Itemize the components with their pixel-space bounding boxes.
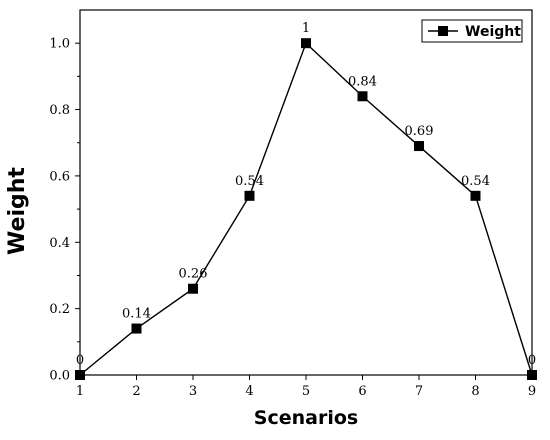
- data-value-label: 0.54: [235, 174, 264, 189]
- y-tick-label: 0.2: [49, 302, 70, 317]
- data-point-marker: [357, 91, 368, 102]
- data-point-marker: [75, 370, 85, 380]
- legend-label-weight: Weight: [465, 24, 521, 40]
- data-labels: 0 0.14 0.26 0.54 1 0.84 0.69 0.54 0: [76, 21, 536, 368]
- data-value-label: 0: [76, 353, 84, 368]
- legend: Weight: [421, 19, 523, 43]
- x-axis-title: Scenarios: [254, 407, 358, 429]
- data-value-label: 0: [528, 353, 536, 368]
- data-value-label: 1: [302, 21, 310, 36]
- series-line: [79, 41, 533, 376]
- data-point-marker: [470, 190, 481, 201]
- y-axis-title: Weight: [5, 167, 30, 255]
- x-tick-label: 5: [302, 384, 310, 399]
- data-point-marker: [527, 370, 537, 380]
- data-point-marker: [131, 323, 142, 334]
- x-tick-label: 7: [415, 384, 423, 399]
- x-tick-label: 3: [189, 384, 197, 399]
- y-axis-ticks: 0.0 0.2 0.4 0.6 0.8 1.0: [49, 37, 80, 384]
- x-tick-label: 1: [76, 384, 84, 399]
- data-point-marker: [188, 283, 198, 294]
- y-tick-label: 0.4: [49, 236, 70, 251]
- x-tick-label: 4: [245, 384, 253, 399]
- x-tick-label: 9: [528, 384, 536, 399]
- x-tick-label: 2: [132, 384, 140, 399]
- data-value-label: 0.84: [348, 74, 377, 89]
- x-tick-label: 8: [471, 384, 479, 399]
- data-point-marker: [414, 141, 424, 152]
- legend-box: [421, 19, 523, 43]
- data-point-marker: [301, 38, 311, 49]
- x-tick-label: 6: [358, 384, 366, 399]
- data-value-label: 0.14: [122, 307, 151, 322]
- data-value-label: 0.26: [179, 267, 208, 282]
- legend-marker-sample: [438, 26, 448, 36]
- x-axis-ticks: 1 2 3 4 5 6 7 8 9: [76, 375, 536, 399]
- data-value-label: 0.54: [461, 174, 490, 189]
- data-value-label: 0.69: [405, 124, 434, 139]
- series-layer: [75, 38, 537, 380]
- y-tick-label: 0.8: [49, 103, 70, 118]
- data-point-marker: [244, 190, 255, 201]
- y-tick-label: 0.0: [49, 369, 70, 384]
- y-tick-label: 1.0: [49, 37, 70, 52]
- y-tick-label: 0.6: [49, 169, 70, 184]
